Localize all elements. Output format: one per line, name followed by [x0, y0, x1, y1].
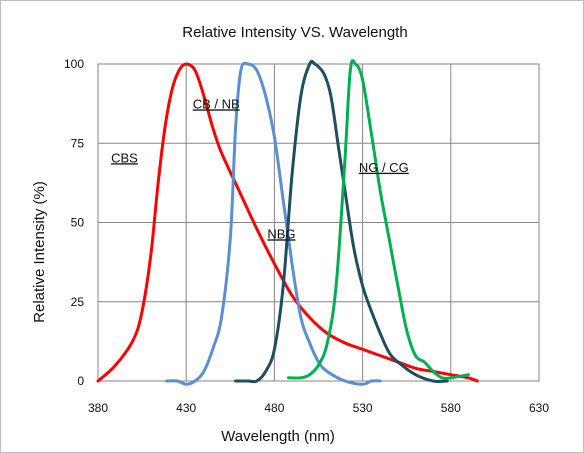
series-annotation: CBS	[111, 150, 138, 165]
series-line-2	[165, 61, 382, 386]
x-tick-label: 630	[529, 401, 549, 415]
series-line-1	[96, 62, 479, 383]
series-lines	[96, 59, 479, 386]
tick-labels: 0 25 50 75 100 380 430 480 530 580 630	[64, 57, 549, 415]
x-tick-label: 480	[264, 401, 284, 415]
x-tick-label: 580	[441, 401, 461, 415]
y-axis-label: Relative Intensity (%)	[31, 181, 48, 323]
series-annotation: NG / CG	[359, 160, 409, 175]
y-tick-label: 25	[71, 295, 85, 309]
y-tick-label: 50	[71, 216, 85, 230]
series-annotation: NBG	[267, 226, 295, 241]
x-tick-label: 530	[353, 401, 373, 415]
chart-title: Relative Intensity VS. Wavelength	[182, 24, 407, 41]
x-tick-label: 430	[176, 401, 196, 415]
x-axis-label: Wavelength (nm)	[221, 428, 335, 445]
series-annotation: CB / NB	[193, 96, 240, 111]
x-tick-label: 380	[88, 401, 108, 415]
y-tick-label: 100	[64, 57, 84, 71]
plot-area	[97, 63, 540, 382]
series-annotations: CBS CB / NB NBG NG / CG	[111, 96, 409, 241]
series-line-4	[287, 59, 470, 380]
y-tick-label: 0	[77, 374, 84, 388]
y-tick-label: 75	[71, 136, 85, 150]
series-line-3	[234, 59, 449, 384]
